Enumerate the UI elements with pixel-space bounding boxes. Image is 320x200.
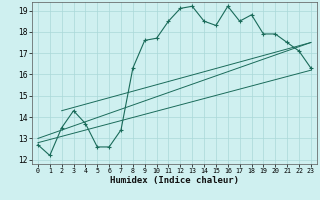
X-axis label: Humidex (Indice chaleur): Humidex (Indice chaleur)	[110, 176, 239, 185]
